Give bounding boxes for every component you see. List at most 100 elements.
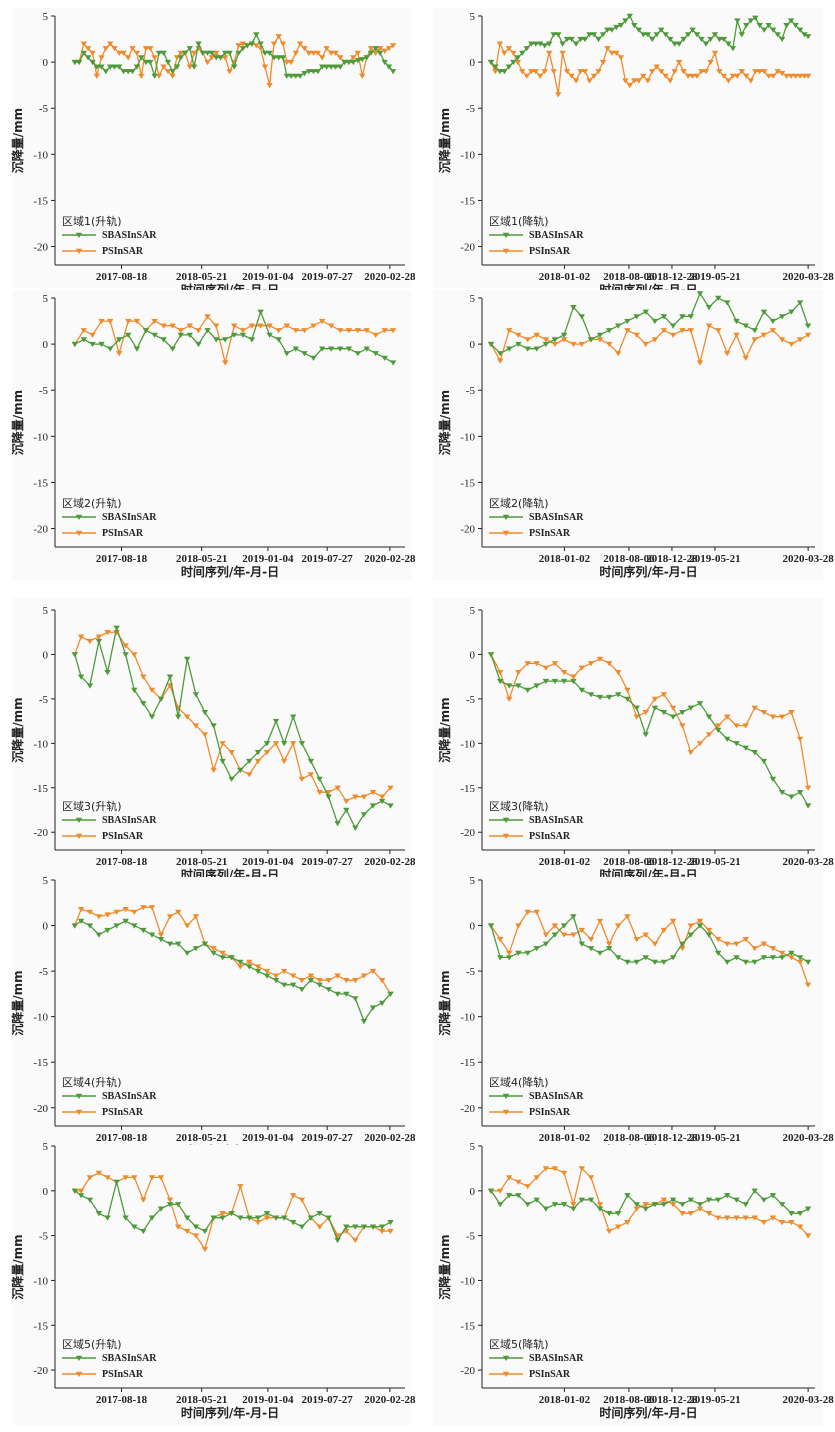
data-point [378, 978, 386, 984]
data-point [742, 959, 749, 965]
data-point [292, 328, 299, 334]
data-point [642, 732, 649, 738]
data-point [319, 318, 326, 325]
data-point [624, 1220, 631, 1226]
data-point [328, 64, 335, 70]
data-point [658, 69, 665, 75]
data-point [369, 790, 377, 796]
data-point [792, 73, 799, 79]
data-point [89, 50, 96, 56]
data-point [80, 50, 87, 56]
data-point [175, 941, 182, 947]
data-point [724, 959, 731, 965]
data-point [596, 332, 604, 338]
data-point [492, 64, 499, 70]
legend-label: SBASInSAR [102, 1353, 157, 1364]
data-point [778, 1220, 786, 1226]
data-point [175, 714, 182, 720]
data-point [578, 314, 585, 320]
data-point [496, 69, 504, 75]
legend-label: PSInSAR [102, 831, 144, 842]
data-point [319, 55, 326, 61]
legend-label: SBASInSAR [102, 512, 157, 523]
data-point [80, 41, 87, 47]
data-point [325, 794, 332, 800]
data-point [711, 50, 719, 56]
data-point [283, 59, 290, 66]
data-point [680, 36, 687, 43]
data-point [760, 1220, 768, 1226]
data-point [369, 1224, 377, 1230]
data-point [122, 1215, 129, 1221]
y-axis-title: 沉降量/mm [10, 697, 25, 762]
data-point [332, 50, 339, 56]
data-point [617, 55, 625, 61]
data-point [204, 328, 211, 334]
data-point [287, 59, 295, 66]
data-point [604, 46, 611, 52]
data-point [372, 351, 379, 357]
y-tick-label: -20 [33, 1103, 48, 1115]
data-point [551, 1166, 559, 1172]
y-tick-label: -5 [466, 966, 476, 978]
x-tick-label: 2020-02-28 [364, 1394, 416, 1406]
data-point [157, 932, 165, 938]
data-point [796, 1211, 804, 1217]
data-point [599, 32, 607, 38]
data-point [213, 323, 220, 329]
data-point [546, 41, 553, 47]
panel-background [12, 877, 412, 1147]
data-point [86, 638, 94, 645]
data-point [111, 64, 118, 70]
data-point [71, 652, 78, 658]
legend-item-ps: PSInSAR [489, 528, 571, 539]
data-point [747, 78, 754, 84]
data-point [761, 69, 768, 75]
data-point [524, 661, 531, 667]
data-point [133, 50, 141, 56]
data-point [86, 1175, 94, 1181]
data-point [360, 794, 368, 800]
data-point [257, 41, 264, 47]
data-point [542, 1206, 550, 1212]
data-point [756, 23, 763, 29]
data-point [298, 741, 306, 747]
data-point [724, 1215, 731, 1221]
data-point [761, 27, 768, 33]
data-point [570, 914, 577, 920]
x-tick-label: 2020-03-28 [782, 553, 834, 565]
data-point [533, 946, 540, 952]
data-point [290, 982, 297, 988]
data-point [696, 701, 704, 707]
data-point [796, 73, 804, 79]
data-point [738, 32, 745, 38]
data-point [316, 978, 323, 984]
data-point [231, 332, 238, 338]
data-point [769, 946, 777, 952]
data-point [770, 27, 777, 33]
data-point [77, 918, 85, 924]
data-point [175, 1224, 182, 1230]
data-point [298, 1224, 306, 1230]
data-point [142, 328, 150, 334]
legend-label: SBASInSAR [529, 512, 584, 523]
data-point [751, 750, 758, 756]
data-point [246, 1215, 253, 1221]
data-point [354, 50, 362, 56]
legend-label: PSInSAR [102, 528, 144, 539]
data-point [662, 32, 669, 38]
data-point [497, 937, 504, 943]
data-point [774, 32, 781, 38]
data-point [283, 73, 290, 79]
data-point [248, 337, 256, 343]
data-point [369, 1005, 377, 1011]
legend-marker [502, 1371, 510, 1377]
data-point [86, 1197, 94, 1203]
legend-item-sbas: SBASInSAR [62, 230, 157, 241]
y-axis-title: 沉降量/mm [10, 108, 25, 173]
data-point [228, 750, 235, 756]
x-tick-label: 2017-08-18 [96, 553, 148, 565]
data-point [497, 1188, 504, 1194]
data-point [266, 83, 273, 89]
data-point [765, 23, 772, 29]
